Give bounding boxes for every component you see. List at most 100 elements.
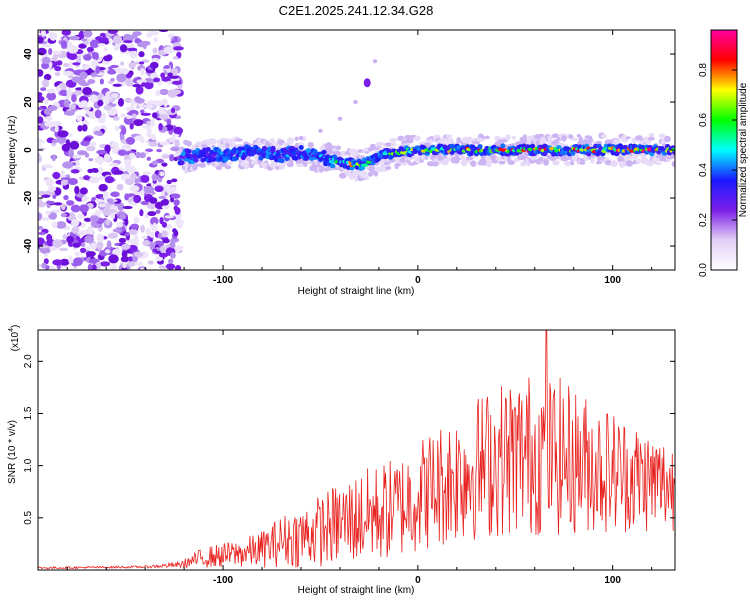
heatmap-cell [128,228,138,236]
heatmap-cell [286,162,294,168]
heatmap-cell [90,243,97,250]
heatmap-cell [44,121,55,127]
heatmap-cell [211,139,218,145]
heatmap-cell [53,202,63,206]
heatmap-cell [85,251,96,257]
heatmap-cell [113,45,120,51]
heatmap-cell [358,149,364,153]
heatmap-cell [78,43,87,49]
heatmap-cell [651,157,659,164]
colorbar-gradient [711,30,737,270]
heatmap-cell [150,61,159,69]
heatmap-cell [46,92,57,101]
heatmap-cell [138,51,145,58]
heatmap-cell [482,159,488,166]
heatmap-cell [80,140,90,147]
heatmap-cell [41,194,51,198]
heatmap-cell [158,123,163,131]
heatmap-cell [158,265,168,269]
x-tick-label: 100 [604,275,621,286]
heatmap-cell [98,176,105,181]
heatmap-cell [647,162,654,167]
heatmap-cell [570,150,576,156]
heatmap-cell [95,261,101,270]
heatmap-cell [184,140,192,145]
heatmap-cell [82,65,90,70]
heatmap-cell [135,151,141,159]
heatmap-cell [97,166,104,176]
heatmap-cell [165,223,173,230]
heatmap-cell [159,171,165,177]
heatmap-cell [49,265,56,270]
heatmap-cell [54,125,59,133]
colorbar-frame [710,29,738,271]
heatmap-cell [141,82,147,87]
heatmap-cell [110,141,119,148]
heatmap-cell [71,76,83,83]
heatmap-cell [104,249,111,254]
heatmap-cell [77,230,89,235]
heatmap-cell [221,145,227,151]
heatmap-cell [587,137,594,144]
heatmap-cell [67,40,73,50]
heatmap-cell [130,99,135,108]
heatmap-cell [120,61,125,66]
heatmap-cell [158,107,165,115]
heatmap-cell [52,259,63,266]
heatmap-cell [159,217,164,225]
heatmap-cell [152,160,158,166]
heatmap-cell [543,158,549,166]
heatmap-cell [91,51,97,60]
heatmap-cell [337,116,343,121]
heatmap-cell [479,138,486,142]
heatmap-cell [51,50,63,55]
heatmap-cell [166,179,172,185]
heatmap-cell [607,140,614,145]
heatmap-cell [570,161,575,166]
heatmap-cell [170,146,181,152]
heatmap-cell [80,247,86,253]
heatmap-cell [159,141,170,146]
heatmap-cell [664,135,671,143]
heatmap-cell [90,60,99,68]
heatmap-cell [146,104,154,109]
heatmap-cell [99,78,104,85]
heatmap-cell [38,153,41,163]
heatmap-cell [128,152,136,159]
heatmap-cell [171,133,180,137]
heatmap-cell [148,231,155,238]
heatmap-cell [335,145,341,151]
heatmap-cell [170,193,181,199]
heatmap-cell [152,112,158,119]
heatmap-cell [71,226,80,234]
heatmap-cell [658,133,666,139]
heatmap-cell [399,162,408,166]
heatmap-cell [134,178,139,185]
heatmap-cell [126,115,132,120]
heatmap-cell [205,146,211,152]
heatmap-cell [91,264,97,270]
heatmap-cell [77,125,83,132]
heatmap-cell [170,89,182,95]
heatmap-cell [60,179,68,186]
heatmap-cell [40,30,46,37]
heatmap-cell [159,88,169,96]
heatmap-cell [141,59,150,63]
heatmap-cell [96,241,104,250]
heatmap-cell [579,160,586,165]
heatmap-cell [133,119,144,127]
heatmap-cell [235,138,244,142]
heatmap-cell [403,143,411,147]
heatmap-cell [98,203,106,208]
heatmap-cell [122,205,133,210]
heatmap-cell [146,126,152,136]
heatmap-cell [161,205,170,210]
heatmap-cell [38,138,44,144]
heatmap-cell [124,50,129,55]
heatmap-cell [192,163,201,168]
heatmap-cell [563,161,571,166]
heatmap-cell [161,198,169,206]
heatmap-cell [164,65,171,69]
heatmap-cell [125,78,134,87]
